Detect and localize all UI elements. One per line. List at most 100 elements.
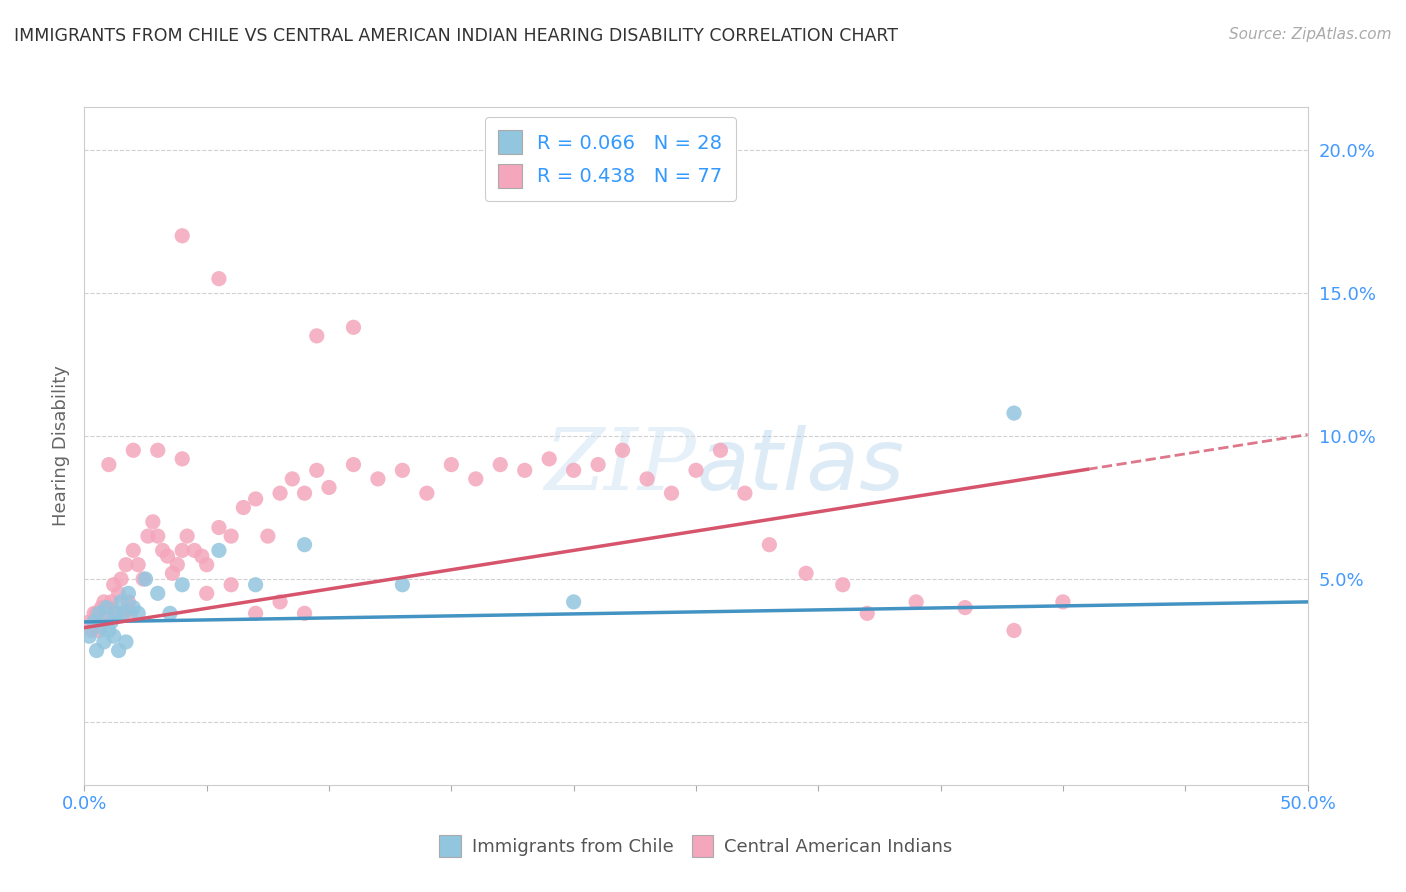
Point bbox=[294, 607, 316, 621]
Point bbox=[342, 458, 364, 472]
Point bbox=[100, 595, 122, 609]
Point bbox=[122, 600, 145, 615]
Point bbox=[612, 443, 634, 458]
Point bbox=[93, 595, 115, 609]
Point bbox=[342, 320, 364, 334]
Point bbox=[245, 578, 267, 592]
Point bbox=[100, 615, 122, 629]
Point bbox=[183, 543, 205, 558]
Point bbox=[794, 566, 817, 581]
Point bbox=[97, 624, 120, 638]
Point bbox=[661, 486, 683, 500]
Point bbox=[112, 607, 135, 621]
Point bbox=[162, 566, 184, 581]
Point bbox=[208, 520, 231, 534]
Point bbox=[245, 491, 267, 506]
Point bbox=[93, 635, 115, 649]
Point bbox=[115, 635, 138, 649]
Point bbox=[103, 629, 125, 643]
Point bbox=[195, 558, 218, 572]
Point bbox=[83, 615, 105, 629]
Point bbox=[416, 486, 439, 500]
Point bbox=[159, 607, 181, 621]
Point bbox=[80, 624, 103, 638]
Point bbox=[146, 529, 169, 543]
Y-axis label: Hearing Disability: Hearing Disability bbox=[52, 366, 70, 526]
Point bbox=[195, 586, 218, 600]
Point bbox=[107, 586, 129, 600]
Text: IMMIGRANTS FROM CHILE VS CENTRAL AMERICAN INDIAN HEARING DISABILITY CORRELATION : IMMIGRANTS FROM CHILE VS CENTRAL AMERICA… bbox=[14, 27, 898, 45]
Point bbox=[77, 615, 100, 629]
Point bbox=[90, 600, 112, 615]
Point bbox=[156, 549, 179, 563]
Point bbox=[232, 500, 254, 515]
Point bbox=[367, 472, 389, 486]
Point bbox=[219, 529, 242, 543]
Point bbox=[1002, 624, 1025, 638]
Point bbox=[305, 329, 328, 343]
Point bbox=[135, 572, 157, 586]
Point bbox=[96, 600, 118, 615]
Point bbox=[105, 607, 128, 621]
Point bbox=[636, 472, 658, 486]
Point bbox=[586, 458, 609, 472]
Point bbox=[117, 586, 139, 600]
Point bbox=[391, 463, 413, 477]
Point bbox=[391, 578, 413, 592]
Point bbox=[489, 458, 512, 472]
Point bbox=[709, 443, 731, 458]
Point bbox=[86, 643, 108, 657]
Point bbox=[96, 607, 118, 621]
Point bbox=[257, 529, 280, 543]
Point bbox=[127, 558, 149, 572]
Point bbox=[122, 543, 145, 558]
Point bbox=[1052, 595, 1074, 609]
Text: Source: ZipAtlas.com: Source: ZipAtlas.com bbox=[1229, 27, 1392, 42]
Point bbox=[440, 458, 463, 472]
Point bbox=[513, 463, 536, 477]
Point bbox=[83, 607, 105, 621]
Legend: Immigrants from Chile, Central American Indians: Immigrants from Chile, Central American … bbox=[432, 828, 960, 864]
Point bbox=[122, 443, 145, 458]
Point bbox=[305, 463, 328, 477]
Point bbox=[685, 463, 707, 477]
Point bbox=[318, 480, 340, 494]
Point bbox=[120, 607, 142, 621]
Point bbox=[112, 607, 135, 621]
Point bbox=[294, 486, 316, 500]
Point bbox=[86, 607, 108, 621]
Point bbox=[734, 486, 756, 500]
Point bbox=[103, 578, 125, 592]
Point bbox=[191, 549, 214, 563]
Point bbox=[97, 458, 120, 472]
Point bbox=[107, 643, 129, 657]
Point bbox=[269, 595, 291, 609]
Point bbox=[269, 486, 291, 500]
Point bbox=[127, 607, 149, 621]
Point bbox=[172, 578, 194, 592]
Point bbox=[562, 463, 585, 477]
Point bbox=[87, 607, 110, 621]
Point bbox=[90, 621, 112, 635]
Point bbox=[176, 529, 198, 543]
Point bbox=[294, 538, 316, 552]
Point bbox=[856, 607, 879, 621]
Point bbox=[219, 578, 242, 592]
Point bbox=[115, 558, 138, 572]
Point bbox=[172, 451, 194, 466]
Point bbox=[758, 538, 780, 552]
Point bbox=[831, 578, 853, 592]
Point bbox=[245, 607, 267, 621]
Point bbox=[172, 543, 194, 558]
Point bbox=[110, 572, 132, 586]
Point bbox=[208, 543, 231, 558]
Point bbox=[77, 629, 100, 643]
Point bbox=[146, 443, 169, 458]
Point bbox=[905, 595, 928, 609]
Point bbox=[142, 515, 165, 529]
Point bbox=[538, 451, 561, 466]
Point bbox=[105, 607, 128, 621]
Point bbox=[117, 595, 139, 609]
Point bbox=[152, 543, 174, 558]
Point bbox=[1002, 406, 1025, 420]
